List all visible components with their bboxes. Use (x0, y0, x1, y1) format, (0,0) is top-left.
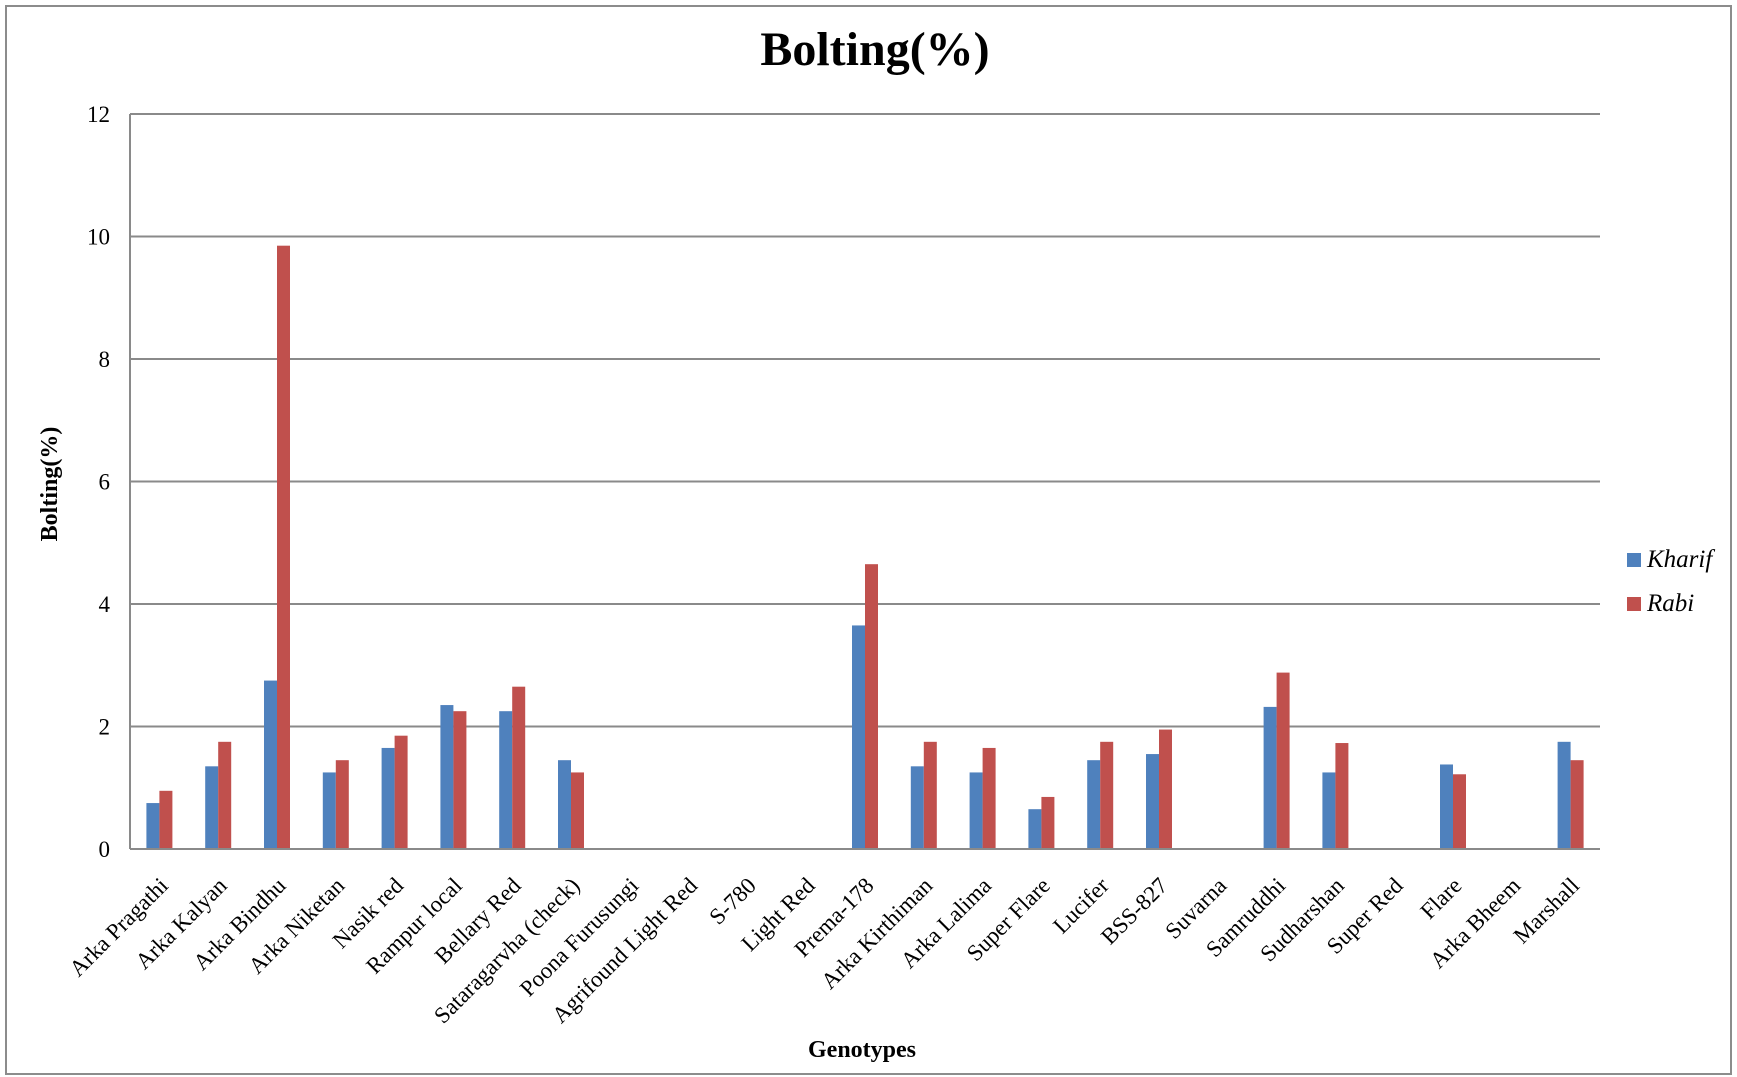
bar-kharif-13 (910, 766, 924, 849)
bar-rabi-1 (218, 741, 232, 849)
y-tick-label: 2 (99, 715, 111, 740)
bar-rabi-22 (1453, 774, 1466, 849)
bar-kharif-0 (146, 803, 160, 849)
x-axis-title: Genotypes (808, 1037, 916, 1063)
bar-kharif-22 (1440, 764, 1453, 849)
legend-label-kharif: Kharif (1646, 546, 1715, 573)
bar-kharif-12 (852, 625, 865, 849)
bar-kharif-16 (1087, 760, 1101, 849)
bar-kharif-6 (499, 711, 513, 849)
bar-rabi-6 (512, 686, 526, 849)
bar-kharif-14 (969, 772, 983, 849)
bar-rabi-3 (335, 760, 349, 849)
bar-rabi-19 (1276, 672, 1290, 849)
chart-frame: Bolting(%) 0 2 4 6 8 10 12 Arka Pragathi Arka K… (5, 5, 1732, 1075)
bar-kharif-1 (205, 766, 219, 849)
bar-kharif-15 (1028, 809, 1042, 849)
x-category-label: BSS-827 (1096, 873, 1172, 949)
bar-rabi-24 (1570, 760, 1584, 849)
bar-rabi-0 (159, 790, 173, 849)
y-tick-label: 10 (87, 225, 110, 250)
bar-rabi-5 (453, 711, 467, 849)
y-axis-title: Bolting(%) (37, 427, 63, 542)
y-tick-label: 12 (87, 102, 110, 127)
bar-kharif-2 (264, 680, 277, 849)
x-category-label: S-780 (704, 873, 761, 930)
bar-kharif-5 (440, 705, 454, 849)
legend: Kharif Rabi (1627, 546, 1715, 617)
bar-rabi-4 (394, 735, 408, 849)
bar-rabi-2 (277, 245, 290, 849)
bar-rabi-14 (982, 747, 996, 849)
bar-kharif-7 (558, 760, 571, 849)
bar-kharif-24 (1557, 741, 1571, 849)
bar-rabi-12 (865, 564, 878, 849)
bar-kharif-4 (381, 747, 395, 849)
bar-rabi-15 (1041, 796, 1055, 849)
bar-rabi-20 (1335, 743, 1349, 849)
y-tick-label: 4 (99, 592, 111, 617)
legend-label-rabi: Rabi (1646, 590, 1694, 617)
legend-swatch-kharif (1627, 553, 1641, 567)
y-tick-label: 6 (99, 470, 111, 495)
bar-rabi-16 (1100, 741, 1114, 849)
chart-title: Bolting(%) (760, 23, 989, 76)
legend-swatch-rabi (1627, 597, 1641, 611)
bar-kharif-17 (1146, 754, 1159, 849)
x-category-label: Flare (1415, 873, 1466, 924)
y-tick-label: 0 (99, 837, 111, 862)
y-axis-ticks: 0 2 4 6 8 10 12 (87, 102, 111, 862)
bar-rabi-13 (923, 741, 937, 849)
bar-kharif-19 (1263, 706, 1277, 849)
x-category-label: Marshall (1509, 873, 1584, 948)
bars (130, 245, 1600, 850)
bar-kharif-20 (1322, 772, 1336, 849)
bar-rabi-7 (571, 772, 584, 849)
bar-kharif-3 (322, 772, 336, 849)
bar-rabi-17 (1159, 729, 1172, 849)
y-tick-label: 8 (99, 347, 111, 372)
